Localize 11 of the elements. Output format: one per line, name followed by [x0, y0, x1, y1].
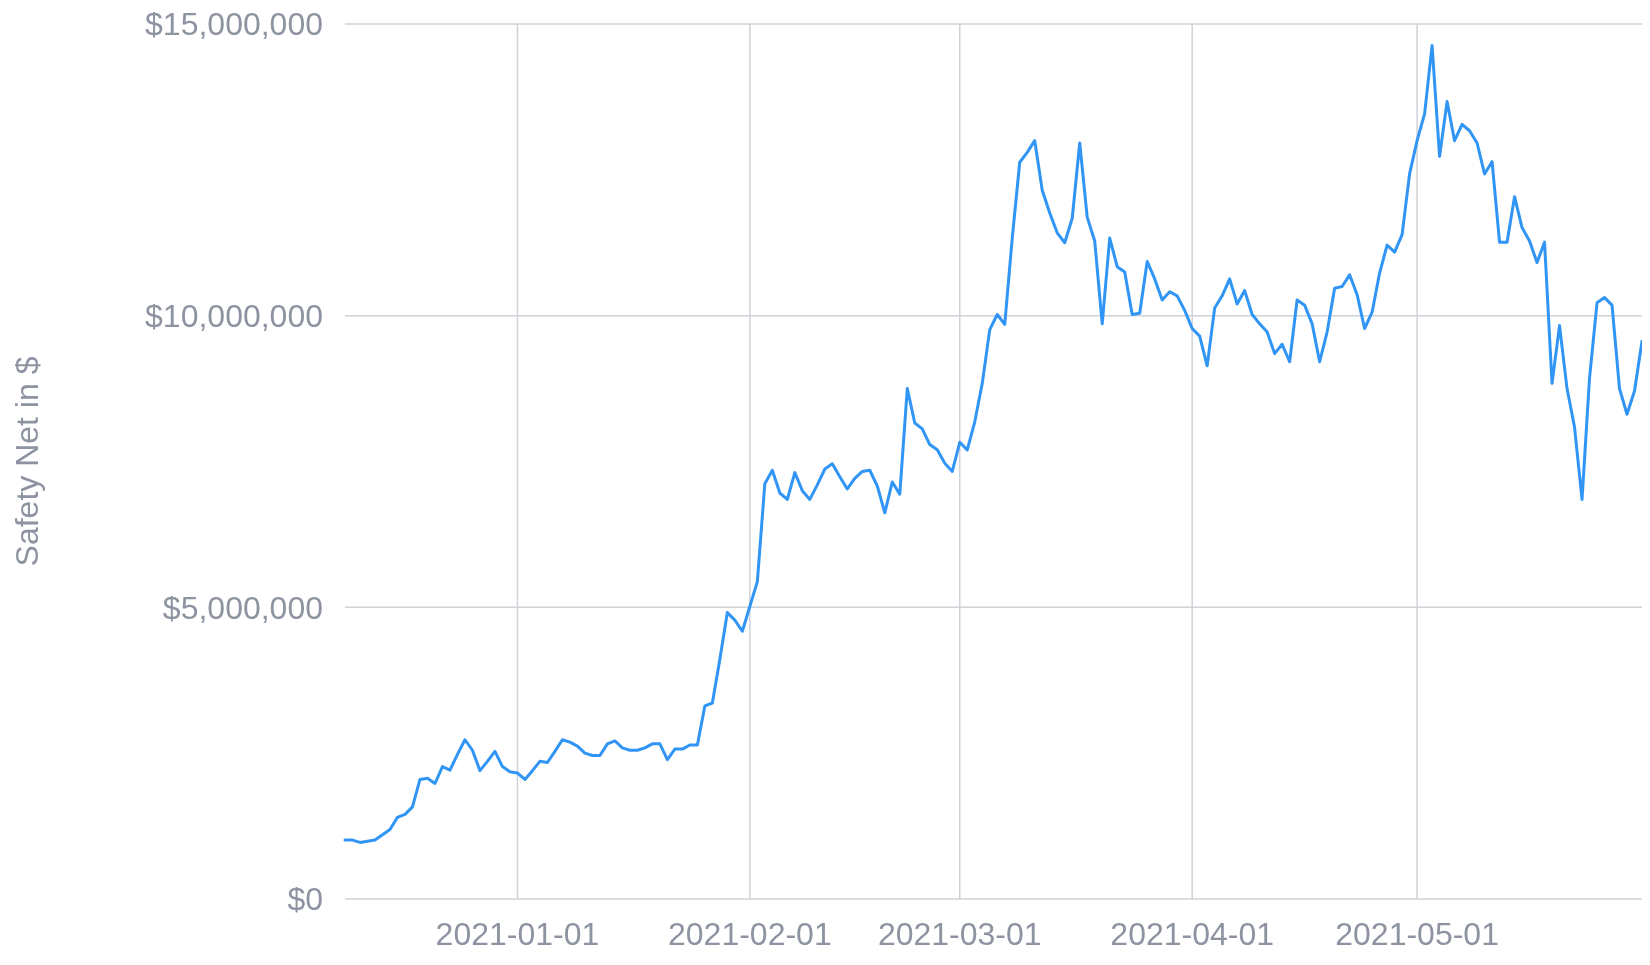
x-tick-label: 2021-01-01 [435, 916, 600, 952]
y-tick-label: $10,000,000 [145, 297, 323, 334]
x-tick-label: 2021-02-01 [668, 916, 832, 952]
y-axis-title: Safety Net in $ [9, 356, 45, 567]
y-tick-label: $5,000,000 [162, 589, 323, 626]
x-tick-label: 2021-05-01 [1335, 916, 1499, 952]
x-tick-label: 2021-03-01 [877, 916, 1042, 952]
y-tick-label: $15,000,000 [145, 6, 323, 43]
line-series [343, 44, 1642, 844]
x-tick-label: 2021-04-01 [1110, 916, 1275, 952]
y-tick-label: $0 [287, 881, 323, 918]
